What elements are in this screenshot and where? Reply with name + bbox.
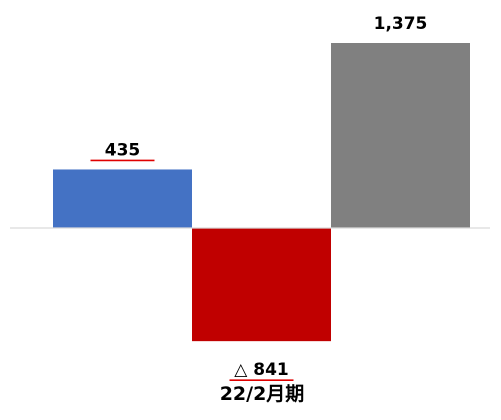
- bar-3: [331, 43, 470, 228]
- data-label-2: △ 841: [234, 360, 288, 380]
- data-label-3: 1,375: [374, 14, 428, 34]
- bar-1: [53, 169, 192, 228]
- bar-2: [192, 228, 331, 342]
- labels-layer: 435 △ 841 1,375: [90, 14, 428, 381]
- data-label-1: 435: [105, 140, 141, 160]
- period-label: 22/2月期: [220, 383, 305, 405]
- bars-layer: [53, 43, 470, 342]
